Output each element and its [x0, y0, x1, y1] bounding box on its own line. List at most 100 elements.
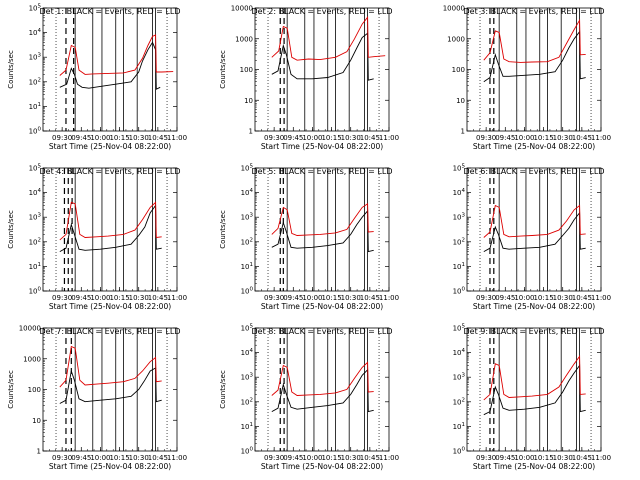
y-axis-label: Counts/sec	[219, 210, 227, 249]
x-tick-label: 10:00	[514, 454, 534, 462]
y-tick-label: 105	[241, 164, 254, 173]
y-tick-label: 1000	[447, 35, 465, 43]
x-tick-label: 11:00	[167, 134, 187, 142]
y-tick-label: 10000	[443, 5, 465, 13]
y-tick-label: 1	[461, 128, 465, 136]
x-tick-label: 11:00	[591, 294, 611, 302]
x-tick-label: 10:45	[360, 294, 380, 302]
series-line-events	[59, 204, 162, 252]
chart-panel-2: Det 2: BLACK = Events, RED = LLD 1 10 100 10…	[219, 5, 399, 152]
x-tick-label: 09:30	[52, 134, 72, 142]
x-tick-label: 10:30	[341, 134, 361, 142]
x-tick-label: 10:45	[360, 454, 380, 462]
plot-frame	[254, 167, 390, 292]
x-tick-label: 09:45	[71, 134, 91, 142]
series-line-events	[271, 368, 374, 413]
chart-title: Det 5: BLACK = Events, RED = LLD	[252, 167, 393, 176]
series-line-lld	[483, 18, 586, 63]
chart-title: Det 7: BLACK = Events, RED = LLD	[40, 327, 181, 336]
series-line-lld	[59, 345, 162, 388]
y-tick-label: 105	[241, 324, 254, 333]
x-tick-label: 11:00	[167, 294, 187, 302]
chart-panel-5: Det 5: BLACK = Events, RED = LLD 100 101 10…	[219, 164, 399, 312]
chart-panel-1: Det 1: BLACK = Events, RED = LLD 100 101 10…	[7, 4, 187, 152]
x-tick-label: 11:00	[591, 454, 611, 462]
x-axis-label: Start Time (25-Nov-04 08:22:00)	[261, 302, 383, 311]
chart-title: Det 9: BLACK = Events, RED = LLD	[464, 327, 605, 336]
y-tick-label: 101	[453, 422, 465, 431]
y-tick-label: 100	[29, 127, 42, 136]
x-tick-label: 10:15	[533, 134, 553, 142]
chart-panel-8: Det 8: BLACK = Events, RED = LLD 100 101 10…	[219, 324, 399, 472]
y-tick-label: 103	[241, 213, 254, 222]
x-tick-label: 10:30	[341, 454, 361, 462]
series-line-events	[483, 30, 586, 83]
series-line-lld	[271, 202, 374, 236]
y-tick-label: 102	[241, 397, 253, 406]
plot-frame	[466, 167, 602, 292]
y-tick-label: 10000	[231, 5, 253, 13]
x-tick-label: 10:45	[148, 134, 168, 142]
x-axis-label: Start Time (25-Nov-04 08:22:00)	[473, 462, 595, 471]
x-tick-label: 10:00	[302, 134, 322, 142]
y-tick-label: 100	[29, 287, 42, 296]
x-tick-label: 09:30	[476, 134, 496, 142]
x-tick-label: 09:30	[264, 134, 284, 142]
x-tick-label: 09:45	[71, 294, 91, 302]
y-tick-label: 103	[453, 213, 466, 222]
series-line-events	[483, 211, 586, 252]
x-tick-label: 10:00	[302, 454, 322, 462]
x-tick-label: 10:30	[553, 294, 573, 302]
y-tick-label: 10000	[19, 325, 41, 333]
x-tick-label: 10:00	[514, 294, 534, 302]
y-tick-label: 10	[244, 97, 253, 105]
x-tick-label: 10:30	[341, 294, 361, 302]
chart-title: Det 2: BLACK = Events, RED = LLD	[252, 7, 393, 16]
x-tick-label: 10:15	[109, 294, 129, 302]
x-tick-label: 09:45	[495, 134, 515, 142]
y-tick-label: 103	[241, 373, 254, 382]
x-tick-label: 10:00	[514, 134, 534, 142]
y-tick-label: 101	[29, 262, 41, 271]
x-axis-label: Start Time (25-Nov-04 08:22:00)	[49, 142, 171, 151]
x-tick-label: 10:15	[321, 134, 341, 142]
y-tick-label: 101	[29, 102, 41, 111]
y-tick-label: 101	[453, 262, 465, 271]
y-tick-label: 105	[453, 324, 466, 333]
y-tick-label: 104	[29, 188, 42, 197]
y-tick-label: 102	[29, 77, 41, 86]
x-axis-label: Start Time (25-Nov-04 08:22:00)	[473, 302, 595, 311]
x-axis-label: Start Time (25-Nov-04 08:22:00)	[261, 462, 383, 471]
y-tick-label: 1	[249, 128, 253, 136]
x-tick-label: 09:30	[476, 294, 496, 302]
x-tick-label: 10:45	[572, 134, 592, 142]
series-line-lld	[271, 361, 374, 396]
y-tick-label: 104	[453, 348, 466, 357]
x-axis-label: Start Time (25-Nov-04 08:22:00)	[473, 142, 595, 151]
series-line-lld	[59, 34, 174, 76]
x-tick-label: 10:00	[302, 294, 322, 302]
y-tick-label: 1000	[235, 35, 253, 43]
x-tick-label: 09:30	[476, 454, 496, 462]
y-axis-label: Counts/sec	[7, 50, 15, 89]
series-line-lld	[483, 204, 586, 238]
x-tick-label: 10:15	[109, 134, 129, 142]
series-line-events	[271, 209, 374, 253]
x-tick-label: 10:30	[129, 454, 149, 462]
x-tick-label: 10:00	[90, 454, 110, 462]
x-tick-label: 10:15	[533, 454, 553, 462]
x-tick-label: 09:30	[52, 454, 72, 462]
y-tick-label: 100	[241, 447, 254, 456]
x-tick-label: 10:30	[129, 294, 149, 302]
x-tick-label: 11:00	[379, 454, 399, 462]
y-tick-label: 100	[28, 386, 41, 394]
x-tick-label: 09:45	[495, 294, 515, 302]
series-line-lld	[59, 201, 162, 241]
chart-title: Det 8: BLACK = Events, RED = LLD	[252, 327, 393, 336]
y-tick-label: 1	[37, 448, 41, 456]
plot-frame	[42, 167, 178, 292]
y-tick-label: 101	[241, 262, 253, 271]
plot-frame	[42, 7, 178, 132]
x-tick-label: 10:30	[553, 454, 573, 462]
